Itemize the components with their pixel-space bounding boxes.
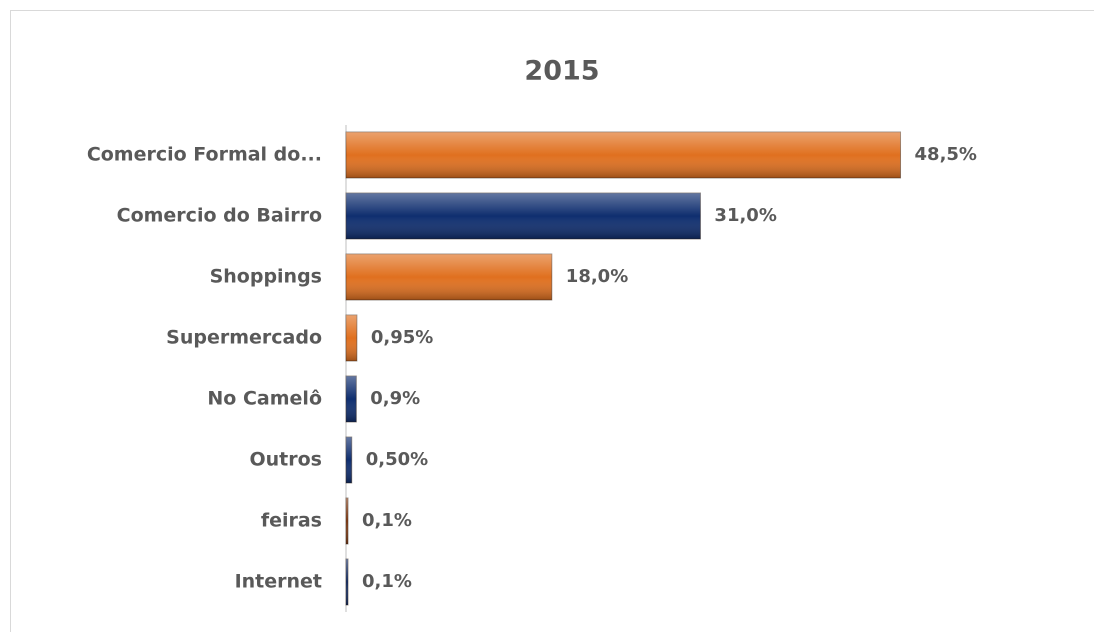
y-tick-label: No Camelô <box>207 388 322 410</box>
chart-title: 2015 <box>524 56 599 87</box>
bar-shine <box>346 437 352 483</box>
value-label: 0,95% <box>371 327 433 348</box>
chart-frame <box>10 10 1094 632</box>
value-label: 0,9% <box>370 388 420 409</box>
value-label: 0,50% <box>366 449 428 470</box>
y-tick-label: Supermercado <box>166 327 322 349</box>
value-label: 18,0% <box>566 266 628 287</box>
y-tick-label: Internet <box>235 571 322 593</box>
value-label: 31,0% <box>714 205 776 226</box>
y-tick-label: Outros <box>250 449 323 471</box>
y-tick-label: feiras <box>261 510 322 532</box>
bar-shine <box>346 254 552 300</box>
bar-shine <box>346 376 357 422</box>
bar-shine <box>346 132 901 178</box>
bar-shine <box>346 193 701 239</box>
bar-shine <box>346 498 348 544</box>
bar-shine <box>346 559 348 605</box>
y-tick-label: Comercio do Bairro <box>117 205 322 227</box>
y-tick-label: Comercio Formal do... <box>87 144 322 166</box>
value-label: 0,1% <box>362 510 412 531</box>
value-label: 0,1% <box>362 571 412 592</box>
value-label: 48,5% <box>915 144 977 165</box>
y-tick-label: Shoppings <box>210 266 322 288</box>
bar-shine <box>346 315 357 361</box>
